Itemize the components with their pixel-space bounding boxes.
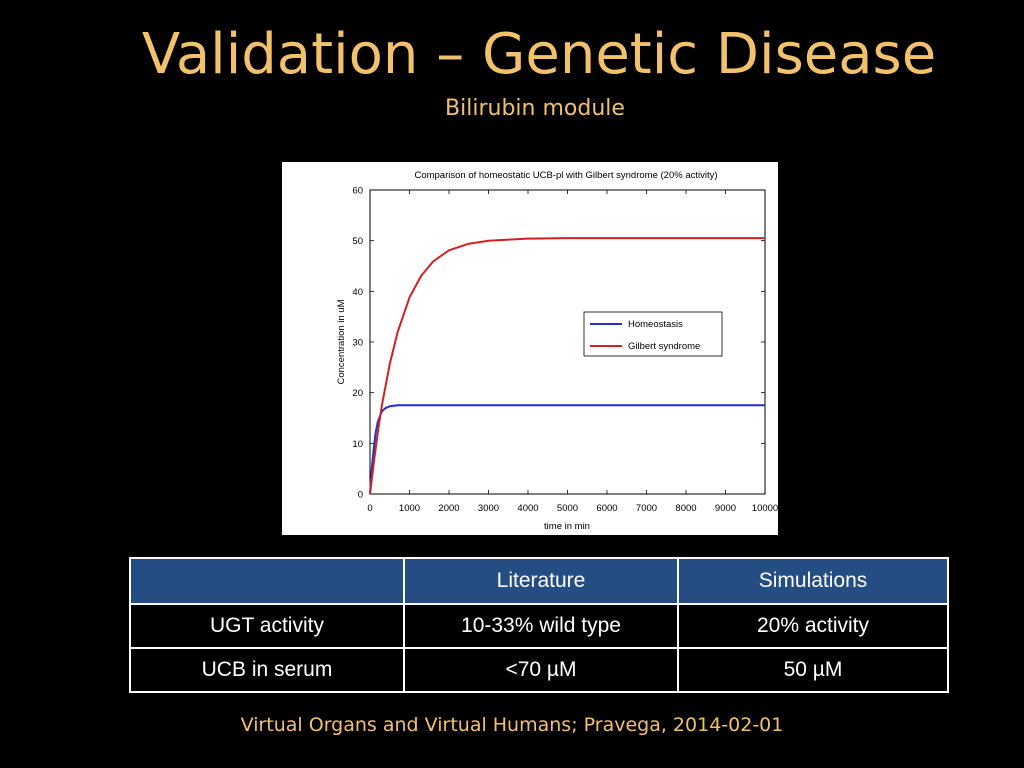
y-tick-label: 50 — [352, 236, 363, 247]
table-cell: <70 µM — [403, 647, 679, 693]
y-tick-label: 20 — [352, 388, 363, 399]
table-row: UCB in serum <70 µM 50 µM — [129, 647, 949, 693]
x-axis-label: time in min — [544, 521, 590, 532]
series-lines — [369, 237, 765, 495]
y-tick-label: 10 — [352, 439, 363, 450]
legend-label-gilbert-syndrome: Gilbert syndrome — [628, 341, 700, 352]
y-tick-label: 0 — [358, 490, 363, 501]
x-tick-label: 6000 — [596, 503, 617, 514]
slide-title: Validation – Genetic Disease — [141, 22, 937, 87]
x-tick-label: 8000 — [675, 503, 696, 514]
series-line-gilbert-syndrome — [369, 237, 765, 495]
legend-box — [583, 311, 723, 357]
table-cell: UGT activity — [129, 603, 405, 649]
table-cell: UCB in serum — [129, 647, 405, 693]
table-row: UGT activity 10-33% wild type 20% activi… — [129, 603, 949, 649]
x-tick-label: 3000 — [478, 503, 499, 514]
x-tick-label: 2000 — [438, 503, 459, 514]
x-tick-label: 9000 — [715, 503, 736, 514]
chart-title: Comparison of homeostatic UCB-pl with Gi… — [414, 170, 717, 181]
comparison-table: Literature Simulations UGT activity 10-3… — [129, 557, 949, 693]
x-tick-label: 5000 — [557, 503, 578, 514]
slide-subtitle: Bilirubin module — [445, 96, 625, 121]
series-line-homeostasis — [369, 404, 765, 495]
slide-footer: Virtual Organs and Virtual Humans; Prave… — [240, 714, 784, 736]
x-tick-label: 1000 — [399, 503, 420, 514]
table-cell: 20% activity — [677, 603, 949, 649]
x-tick-label: 4000 — [517, 503, 538, 514]
x-axis-ticks: 0 1000 2000 3000 4000 5000 6000 7000 8000 9000 100… — [367, 190, 778, 514]
x-tick-label: 10000 — [752, 503, 778, 514]
table-header-cell — [129, 557, 405, 605]
chart-panel: Comparison of homeostatic UCB-pl with Gi… — [282, 162, 778, 535]
legend-label-homeostasis: Homeostasis — [628, 319, 683, 330]
y-tick-label: 60 — [352, 186, 363, 197]
table-header-cell: Literature — [403, 557, 679, 605]
table-header-cell: Simulations — [677, 557, 949, 605]
y-tick-label: 40 — [352, 287, 363, 298]
table-cell: 10-33% wild type — [403, 603, 679, 649]
y-axis-label: Concentration in uM — [336, 299, 347, 384]
chart-legend: Homeostasis Gilbert syndrome — [583, 311, 723, 357]
y-axis-ticks: 0 10 20 30 40 50 60 — [352, 186, 765, 501]
table-header-row: Literature Simulations — [129, 557, 949, 605]
table-cell: 50 µM — [677, 647, 949, 693]
line-chart: Comparison of homeostatic UCB-pl with Gi… — [336, 170, 778, 532]
x-tick-label: 0 — [367, 503, 372, 514]
x-tick-label: 7000 — [636, 503, 657, 514]
y-tick-label: 30 — [352, 338, 363, 349]
